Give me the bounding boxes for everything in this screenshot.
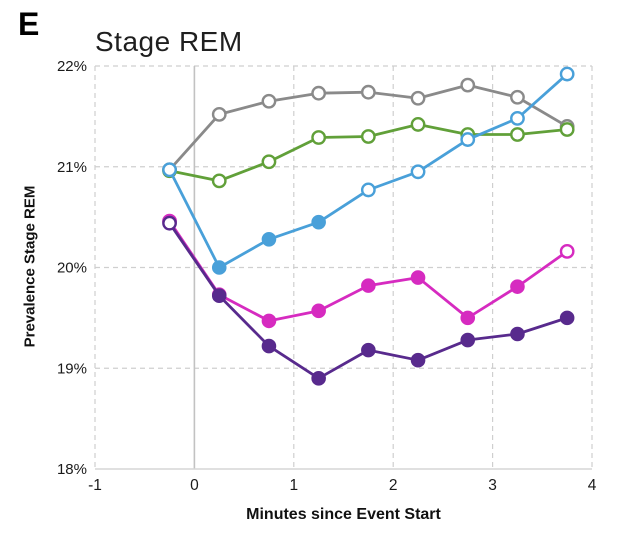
pink-series-marker [261, 313, 277, 329]
x-tick-label: 1 [289, 477, 298, 494]
pink-series-marker [311, 303, 326, 319]
pink-series-marker [361, 278, 376, 293]
chart-title: Stage REM [95, 26, 243, 57]
blue-series-marker [211, 260, 227, 275]
y-tick-label: 22% [57, 58, 87, 75]
purple-series-marker [559, 310, 575, 326]
purple-series-marker [162, 215, 177, 231]
purple-series-marker [261, 338, 277, 354]
y-tick-label: 20% [57, 260, 87, 277]
blue-series-marker [311, 214, 326, 230]
green-series-marker [559, 122, 575, 137]
gray-series-marker [360, 84, 376, 100]
pink-series-marker [559, 243, 575, 259]
pink-series-marker [410, 270, 426, 285]
purple-series-marker [361, 342, 376, 358]
blue-series-marker [460, 132, 476, 147]
green-series-marker [510, 127, 525, 142]
x-tick-label: 3 [488, 477, 497, 494]
x-tick-label: 0 [190, 477, 199, 494]
purple-series-marker [460, 332, 476, 348]
green-series-marker [211, 173, 227, 189]
purple-series-marker [510, 326, 525, 342]
blue-series-marker [162, 162, 177, 178]
green-series-marker [360, 129, 376, 144]
gray-series-marker [211, 106, 227, 122]
y-tick-label: 18% [57, 461, 87, 478]
blue-series-marker [510, 110, 525, 126]
gray-series-marker [510, 89, 525, 105]
y-tick-label: 21% [57, 159, 87, 176]
gray-series-marker [311, 85, 327, 101]
x-tick-label: -1 [88, 477, 102, 494]
panel-label: E [18, 6, 40, 42]
y-tick-label: 19% [57, 360, 87, 377]
purple-series-marker [311, 371, 326, 386]
purple-series-marker [410, 352, 426, 368]
green-series-marker [311, 130, 327, 145]
green-series-marker [261, 154, 277, 170]
blue-series-marker [410, 164, 426, 180]
blue-series-line [168, 72, 569, 269]
green-series-marker [410, 117, 426, 132]
pink-series-marker [510, 279, 525, 294]
blue-series-marker [360, 182, 376, 198]
pink-series-marker [460, 310, 476, 326]
gray-series-marker [261, 93, 277, 109]
x-axis-label: Minutes since Event Start [246, 506, 441, 523]
purple-series-marker [211, 288, 227, 304]
gray-series-marker [410, 90, 426, 106]
x-tick-label: 2 [389, 477, 398, 494]
blue-series-marker [261, 231, 277, 247]
blue-series-marker [559, 66, 575, 82]
gray-series-marker [460, 77, 476, 93]
x-tick-label: 4 [588, 477, 597, 494]
